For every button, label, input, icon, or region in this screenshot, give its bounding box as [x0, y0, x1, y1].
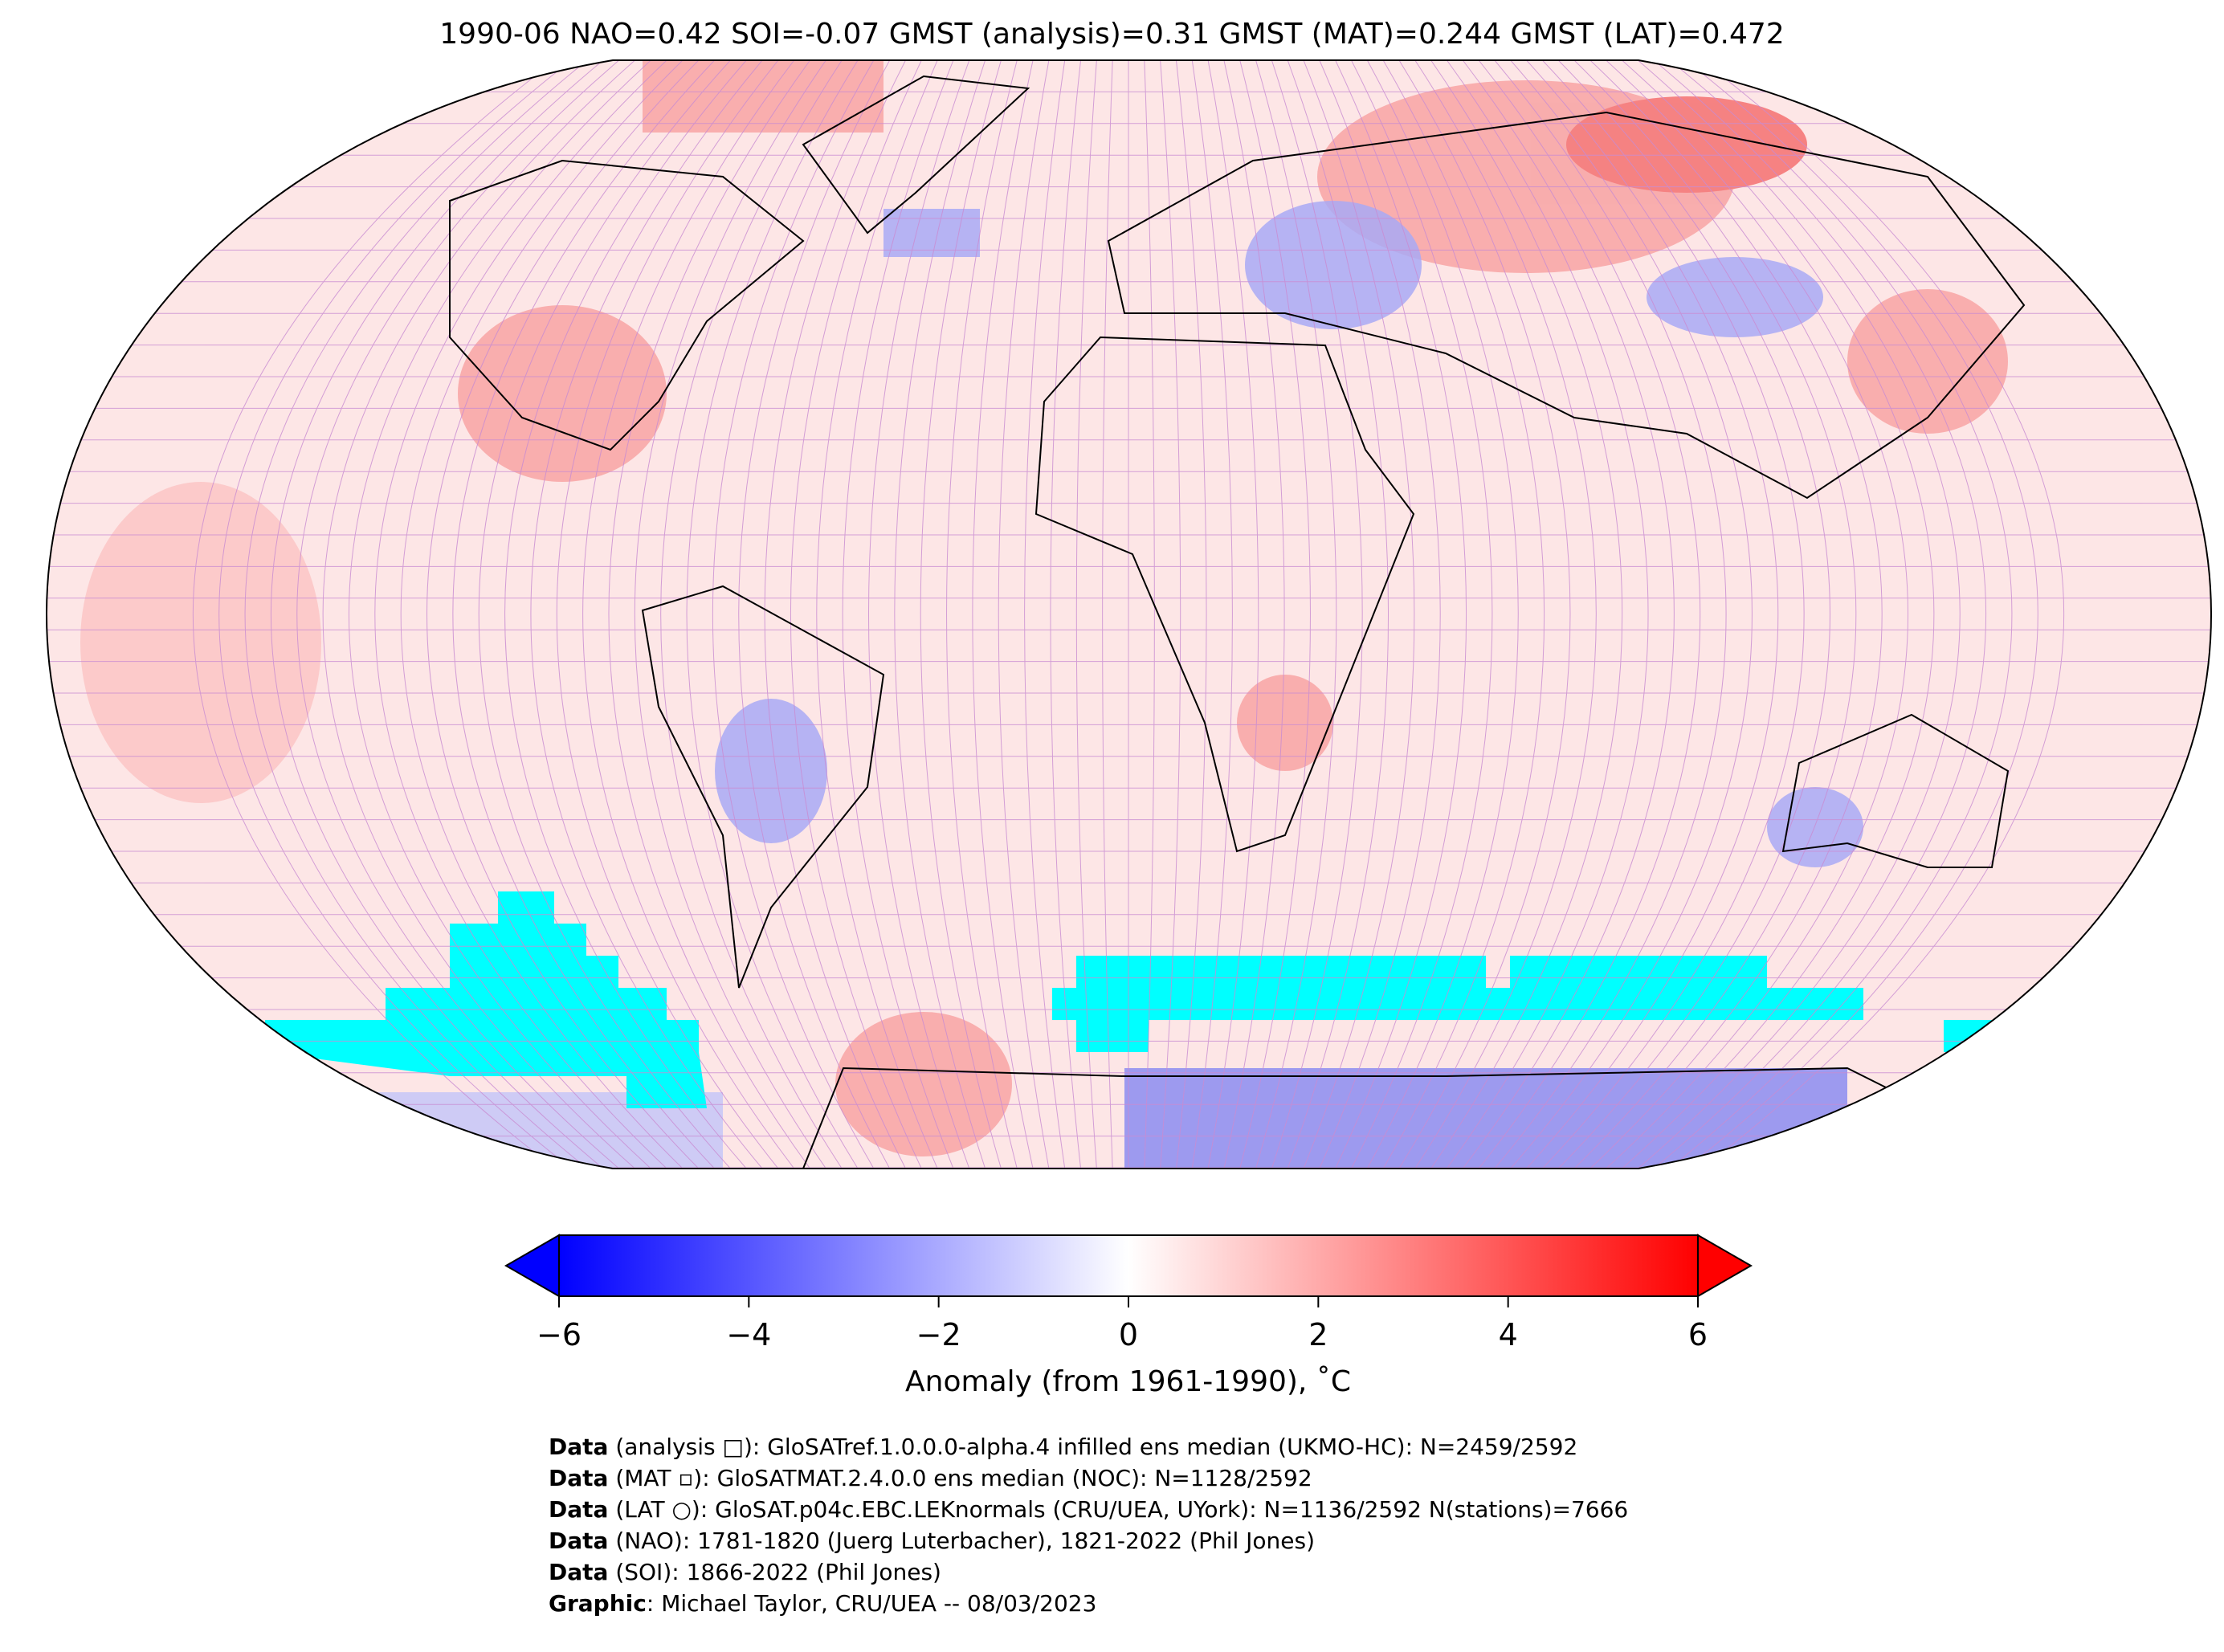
warm-anomaly-regions	[80, 60, 2008, 1156]
credit-line: Data (analysis □): GloSATref.1.0.0.0-alp…	[549, 1431, 1628, 1462]
credit-line: Data (LAT ○): GloSAT.p04c.EBC.LEKnormals…	[549, 1494, 1628, 1525]
colorbar-tick-label: 0	[1118, 1317, 1139, 1352]
credit-text: (NAO): 1781-1820 (Juerg Luterbacher), 18…	[608, 1528, 1316, 1554]
credit-line: Data (NAO): 1781-1820 (Juerg Luterbacher…	[549, 1525, 1628, 1556]
credit-text: (analysis □): GloSATref.1.0.0.0-alpha.4 …	[608, 1434, 1578, 1460]
credit-text: : Michael Taylor, CRU/UEA -- 08/03/2023	[646, 1590, 1097, 1617]
colorbar-tick-label: 4	[1498, 1317, 1518, 1352]
credit-text: (LAT ○): GloSAT.p04c.EBC.LEKnormals (CRU…	[608, 1496, 1629, 1523]
credit-text: (SOI): 1866-2022 (Phil Jones)	[608, 1559, 941, 1585]
credit-key: Graphic	[549, 1590, 647, 1617]
data-credits: Data (analysis □): GloSATref.1.0.0.0-alp…	[549, 1431, 1628, 1619]
credit-line: Data (SOI): 1866-2022 (Phil Jones)	[549, 1556, 1628, 1588]
colorbar-min-extend	[504, 1234, 560, 1298]
credit-line: Data (MAT ▫): GloSATMAT.2.4.0.0 ens medi…	[549, 1462, 1628, 1494]
credit-key: Data	[549, 1434, 609, 1460]
colorbar-tick-label: −6	[536, 1317, 582, 1352]
credit-line: Graphic: Michael Taylor, CRU/UEA -- 08/0…	[549, 1588, 1628, 1619]
map-title: 1990-06 NAO=0.42 SOI=-0.07 GMST (analysi…	[439, 18, 1785, 51]
credit-key: Data	[549, 1465, 609, 1491]
colorbar-tick-label: 2	[1308, 1317, 1328, 1352]
colorbar-tick-label: −2	[916, 1317, 961, 1352]
colorbar-gradient	[558, 1234, 1699, 1297]
colorbar-tick-label: −4	[726, 1317, 772, 1352]
missing-data-regions	[265, 891, 1992, 1108]
colorbar-label: Anomaly (from 1961-1990), ˚C	[905, 1365, 1351, 1398]
credit-key: Data	[549, 1496, 609, 1523]
credit-key: Data	[549, 1528, 609, 1554]
credit-key: Data	[549, 1559, 609, 1585]
colorbar-tick-label: 6	[1687, 1317, 1708, 1352]
colorbar-max-extend	[1697, 1234, 1753, 1298]
credit-text: (MAT ▫): GloSATMAT.2.4.0.0 ens median (N…	[608, 1465, 1312, 1491]
anomaly-map	[46, 59, 2212, 1169]
